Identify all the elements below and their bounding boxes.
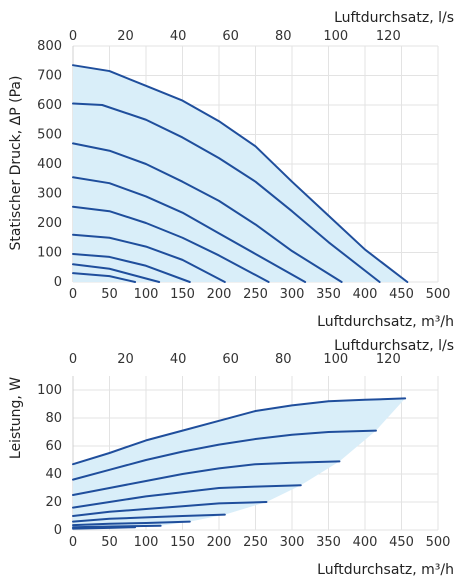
pressure-x-axis-title: Luftdurchsatz, m³/h xyxy=(317,314,454,330)
curve-5 xyxy=(72,205,270,283)
y-tick-label: 60 xyxy=(45,439,62,454)
x2-tick-label: 40 xyxy=(170,352,187,367)
x2-tick-label: 100 xyxy=(323,352,348,367)
curve-7 xyxy=(72,520,191,527)
pressure-y-ticks: 0 100 200 300 400 500 600 700 800 xyxy=(37,39,62,290)
curve-6 xyxy=(72,233,226,283)
curve-2 xyxy=(72,429,377,481)
power-y-ticks: 0 20 40 60 80 100 xyxy=(37,383,62,538)
curve-4 xyxy=(72,484,302,509)
y-tick-label: 500 xyxy=(37,128,62,143)
y-tick-label: 100 xyxy=(37,383,62,398)
power-x2-ticks: 0 20 40 60 80 100 120 xyxy=(69,352,401,367)
pressure-envelope-fill xyxy=(73,65,408,282)
x-tick-label: 50 xyxy=(101,535,118,550)
y-tick-label: 0 xyxy=(54,275,62,290)
y-tick-label: 100 xyxy=(37,246,62,261)
x-tick-label: 0 xyxy=(69,535,77,550)
x-tick-label: 150 xyxy=(170,535,195,550)
x2-tick-label: 40 xyxy=(170,29,187,44)
curve-9 xyxy=(72,526,137,530)
curve-8 xyxy=(72,524,162,529)
x2-tick-label: 80 xyxy=(275,352,292,367)
x-tick-label: 400 xyxy=(353,535,378,550)
power-x-ticks: 0 50 100 150 200 250 300 350 400 450 500 xyxy=(69,535,451,550)
y-tick-label: 0 xyxy=(54,523,62,538)
curve-4 xyxy=(72,176,307,283)
x-tick-label: 200 xyxy=(207,287,232,302)
x2-tick-label: 0 xyxy=(69,352,77,367)
x2-tick-label: 20 xyxy=(117,352,134,367)
pressure-x2-ticks: 0 20 40 60 80 100 120 xyxy=(69,29,401,44)
y-tick-label: 20 xyxy=(45,495,62,510)
x2-tick-label: 0 xyxy=(69,29,77,44)
pressure-chart: 0 50 100 150 200 250 300 350 400 450 500 0 20 40 60 80… xyxy=(8,10,454,330)
x-tick-label: 500 xyxy=(426,287,451,302)
x-tick-label: 300 xyxy=(280,287,305,302)
y-tick-label: 400 xyxy=(37,157,62,172)
x-tick-label: 450 xyxy=(389,535,414,550)
y-tick-label: 80 xyxy=(45,411,62,426)
curve-7 xyxy=(72,252,191,283)
pressure-x2-axis-title: Luftdurchsatz, l/s xyxy=(334,10,454,26)
x2-tick-label: 60 xyxy=(222,352,239,367)
pressure-curves xyxy=(72,64,409,283)
x-tick-label: 100 xyxy=(134,287,159,302)
curve-3 xyxy=(72,142,343,283)
x-tick-label: 150 xyxy=(170,287,195,302)
pressure-x-ticks: 0 50 100 150 200 250 300 350 400 450 500 xyxy=(69,287,451,302)
x-tick-label: 300 xyxy=(280,535,305,550)
power-curves xyxy=(72,397,407,530)
curve-8 xyxy=(72,263,161,283)
curve-2 xyxy=(72,102,381,283)
power-x-axis-title: Luftdurchsatz, m³/h xyxy=(317,562,454,578)
curve-3 xyxy=(72,460,341,496)
curve-9 xyxy=(72,272,137,283)
x2-tick-label: 100 xyxy=(323,29,348,44)
curve-1 xyxy=(72,397,407,466)
power-y-axis-title: Leistung, W xyxy=(8,377,24,459)
x-tick-label: 50 xyxy=(101,287,118,302)
x-tick-label: 200 xyxy=(207,535,232,550)
x2-tick-label: 120 xyxy=(376,352,401,367)
power-x2-axis-title: Luftdurchsatz, l/s xyxy=(334,338,454,354)
x2-tick-label: 60 xyxy=(222,29,239,44)
x2-tick-label: 120 xyxy=(376,29,401,44)
y-tick-label: 700 xyxy=(37,69,62,84)
curve-1 xyxy=(72,64,409,283)
x-tick-label: 250 xyxy=(243,287,268,302)
x-tick-label: 100 xyxy=(134,535,159,550)
x-tick-label: 250 xyxy=(243,535,268,550)
x-tick-label: 350 xyxy=(316,287,341,302)
x2-tick-label: 80 xyxy=(275,29,292,44)
y-tick-label: 600 xyxy=(37,98,62,113)
x-tick-label: 0 xyxy=(69,287,77,302)
y-tick-label: 40 xyxy=(45,467,62,482)
y-tick-label: 200 xyxy=(37,216,62,231)
y-tick-label: 800 xyxy=(37,39,62,54)
power-chart: 0 50 100 150 200 250 300 350 400 450 500 0 20 40 60 80… xyxy=(8,338,454,578)
curve-5 xyxy=(72,501,268,517)
x2-tick-label: 20 xyxy=(117,29,134,44)
x-tick-label: 350 xyxy=(316,535,341,550)
x-tick-label: 400 xyxy=(353,287,378,302)
curve-6 xyxy=(72,513,226,523)
y-tick-label: 300 xyxy=(37,187,62,202)
pressure-y-axis-title: Statischer Druck, ΔP (Pa) xyxy=(8,76,24,251)
x-tick-label: 500 xyxy=(426,535,451,550)
x-tick-label: 450 xyxy=(389,287,414,302)
